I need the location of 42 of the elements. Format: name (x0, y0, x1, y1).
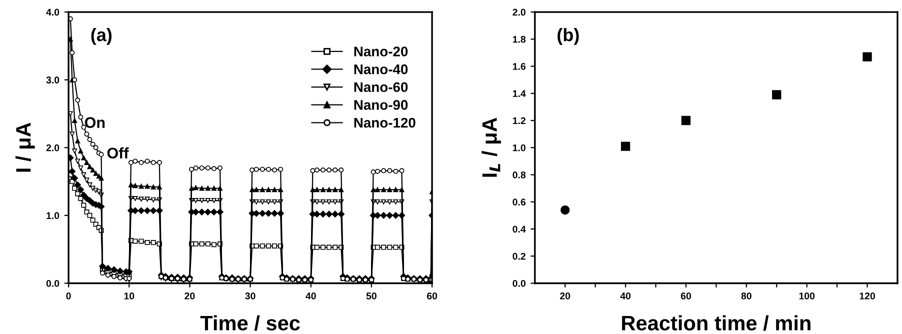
y-tick-label: 1.0 (46, 212, 60, 220)
y-tick-label: 4.0 (46, 8, 60, 16)
y-axis-title: I / μA (15, 122, 35, 172)
annotation: Off (107, 147, 129, 159)
x-tick-label: 40 (306, 292, 316, 300)
y-tick-label: 1.2 (512, 117, 526, 124)
y-tick-label: 0.0 (46, 280, 60, 287)
x-tick-label: 60 (680, 292, 691, 300)
y-tick-label: 3.0 (46, 76, 60, 84)
x-tick-label: 100 (799, 292, 815, 300)
y-tick-label: 1.8 (512, 36, 526, 43)
y-tick-label: 0.8 (512, 171, 526, 178)
y-tick-label: 0.0 (512, 280, 526, 287)
legend-label: Nano-20 (354, 46, 408, 56)
annotation: On (84, 117, 105, 128)
legend-label: Nano-120 (354, 118, 416, 128)
annotation: (b) (558, 28, 579, 45)
y-axis-title: I$_{L}$ / μA (482, 118, 501, 177)
legend-label: Nano-40 (354, 64, 408, 74)
y-tick-label: 2.0 (46, 144, 60, 152)
x-tick-label: 40 (620, 292, 631, 300)
x-axis-title: Time / sec (200, 315, 300, 331)
legend-label: Nano-90 (354, 100, 408, 110)
x-tick-label: 50 (366, 292, 376, 300)
x-tick-label: 10 (124, 292, 134, 300)
y-tick-label: 2.0 (512, 8, 526, 16)
x-tick-label: 30 (245, 292, 256, 300)
x-tick-label: 80 (741, 292, 752, 300)
y-tick-label: 0.4 (512, 226, 526, 233)
annotation: (a) (91, 28, 112, 45)
x-tick-label: 120 (860, 292, 875, 300)
y-tick-label: 1.0 (512, 144, 526, 152)
legend-label: Nano-60 (354, 82, 408, 92)
y-tick-label: 1.4 (512, 90, 526, 97)
x-tick-label: 20 (560, 292, 570, 300)
x-axis-title: Reaction time / min (622, 315, 810, 331)
x-tick-label: 20 (184, 292, 195, 300)
x-tick-label: 60 (427, 292, 438, 300)
y-tick-label: 1.6 (512, 63, 526, 70)
x-tick-label: 0 (66, 292, 71, 300)
y-tick-label: 0.2 (512, 252, 526, 260)
y-tick-label: 0.6 (512, 198, 526, 206)
